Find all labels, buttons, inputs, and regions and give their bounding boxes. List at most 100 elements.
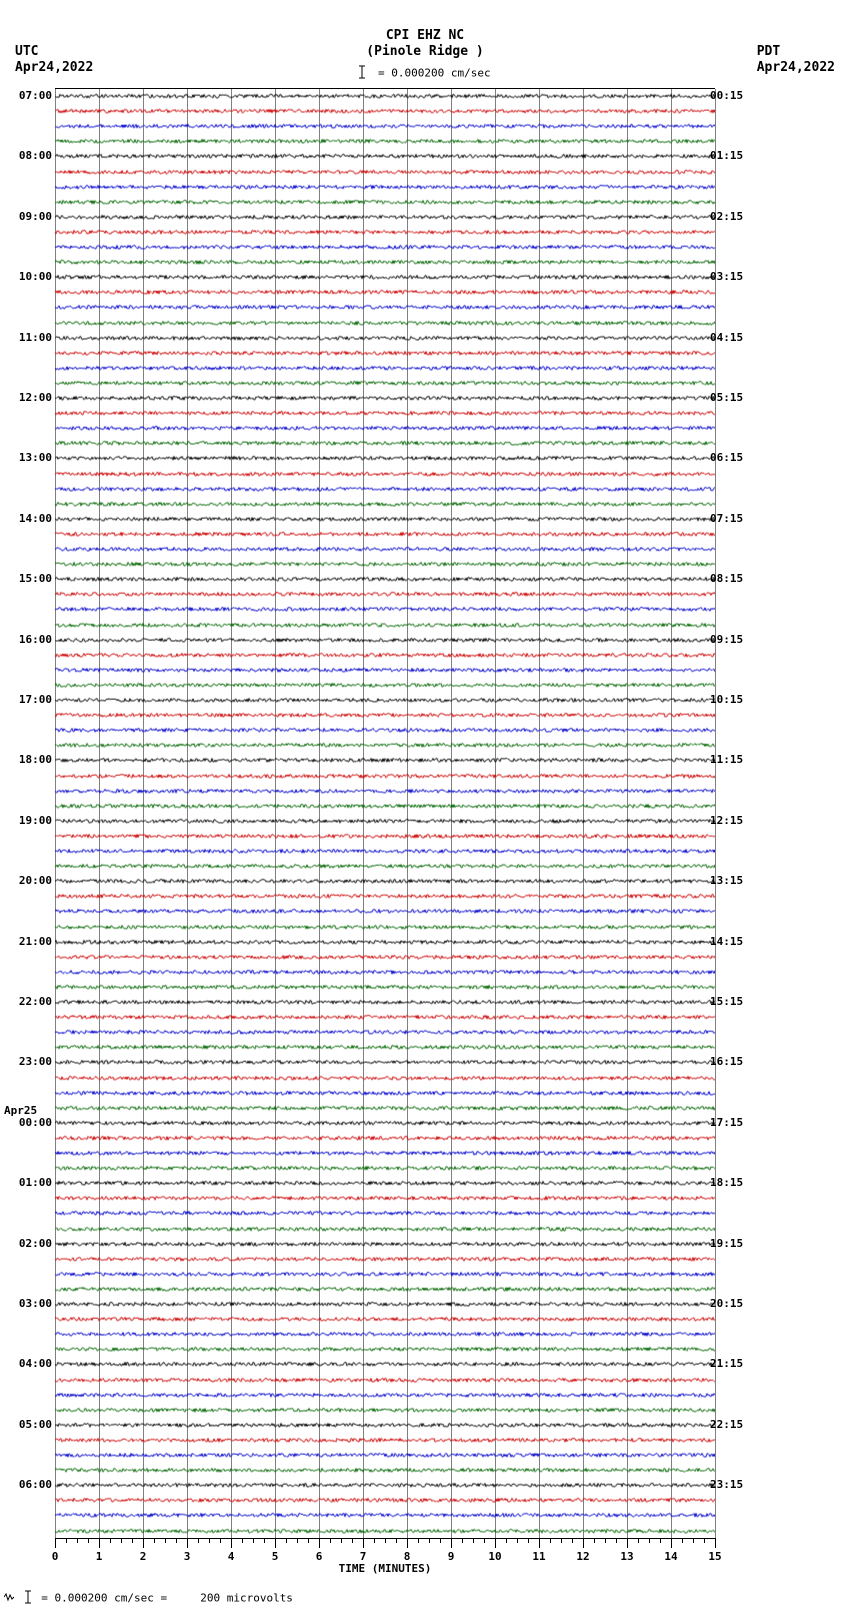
trace-canvas (55, 149, 715, 164)
trace-row (55, 995, 715, 1010)
left-time-label: 06:00 (4, 1479, 52, 1490)
trace-row (55, 391, 715, 406)
trace-canvas (55, 1463, 715, 1478)
x-tick-major (583, 1538, 584, 1548)
trace-row (55, 1055, 715, 1070)
trace-row (55, 225, 715, 240)
trace-row (55, 1267, 715, 1282)
trace-canvas (55, 1342, 715, 1357)
trace-row (55, 557, 715, 572)
trace-canvas (55, 270, 715, 285)
trace-row (55, 497, 715, 512)
trace-row (55, 1206, 715, 1221)
trace-row (55, 527, 715, 542)
x-tick-minor (418, 1538, 419, 1543)
trace-row (55, 602, 715, 617)
left-time-label: 22:00 (4, 996, 52, 1007)
trace-row (55, 89, 715, 104)
trace-canvas (55, 844, 715, 859)
right-time-label: 04:15 (710, 332, 760, 343)
trace-row (55, 965, 715, 980)
footer-wiggle-icon (4, 1592, 14, 1605)
trace-canvas (55, 1297, 715, 1312)
trace-canvas (55, 255, 715, 270)
x-tick-minor (242, 1538, 243, 1543)
trace-row (55, 859, 715, 874)
x-tick-label: 5 (272, 1550, 279, 1563)
left-time-label: 01:00 (4, 1177, 52, 1188)
trace-canvas (55, 889, 715, 904)
trace-row (55, 950, 715, 965)
trace-row (55, 1191, 715, 1206)
x-tick-label: 3 (184, 1550, 191, 1563)
trace-row (55, 784, 715, 799)
x-tick-minor (209, 1538, 210, 1543)
x-tick-major (99, 1538, 100, 1548)
trace-row (55, 482, 715, 497)
trace-canvas (55, 527, 715, 542)
left-time-label: 21:00 (4, 936, 52, 947)
trace-row (55, 240, 715, 255)
x-tick-major (363, 1538, 364, 1548)
trace-canvas (55, 784, 715, 799)
trace-canvas (55, 376, 715, 391)
trace-canvas (55, 708, 715, 723)
trace-row (55, 889, 715, 904)
left-time-label: 10:00 (4, 271, 52, 282)
right-time-label: 05:15 (710, 392, 760, 403)
x-tick-minor (682, 1538, 683, 1543)
trace-canvas (55, 799, 715, 814)
trace-canvas (55, 1176, 715, 1191)
trace-row (55, 935, 715, 950)
left-time-label: 16:00 (4, 634, 52, 645)
x-tick-minor (297, 1538, 298, 1543)
x-tick-minor (88, 1538, 89, 1543)
x-tick-minor (341, 1538, 342, 1543)
trace-row (55, 1071, 715, 1086)
trace-row (55, 1252, 715, 1267)
trace-canvas (55, 874, 715, 889)
trace-row (55, 1222, 715, 1237)
trace-row (55, 451, 715, 466)
x-axis-title: TIME (MINUTES) (55, 1562, 715, 1575)
x-tick-minor (572, 1538, 573, 1543)
trace-row (55, 467, 715, 482)
x-tick-minor (693, 1538, 694, 1543)
trace-row (55, 1403, 715, 1418)
x-tick-minor (77, 1538, 78, 1543)
x-tick-label: 13 (620, 1550, 633, 1563)
right-time-label: 02:15 (710, 211, 760, 222)
trace-canvas (55, 225, 715, 240)
right-time-label: 19:15 (710, 1238, 760, 1249)
trace-row (55, 1388, 715, 1403)
x-tick-minor (429, 1538, 430, 1543)
trace-canvas (55, 723, 715, 738)
trace-row (55, 980, 715, 995)
x-tick-minor (594, 1538, 595, 1543)
x-tick-major (231, 1538, 232, 1548)
trace-canvas (55, 1478, 715, 1493)
trace-canvas (55, 618, 715, 633)
trace-row (55, 119, 715, 134)
x-tick-label: 14 (664, 1550, 677, 1563)
x-tick-label: 9 (448, 1550, 455, 1563)
trace-canvas (55, 1327, 715, 1342)
trace-canvas (55, 753, 715, 768)
left-time-label: 18:00 (4, 754, 52, 765)
trace-row (55, 572, 715, 587)
trace-canvas (55, 104, 715, 119)
trace-canvas (55, 1040, 715, 1055)
scale-bar-icon (359, 65, 365, 82)
trace-canvas (55, 1388, 715, 1403)
trace-row (55, 587, 715, 602)
x-tick-minor (264, 1538, 265, 1543)
right-time-label: 06:15 (710, 452, 760, 463)
x-tick-minor (528, 1538, 529, 1543)
trace-row (55, 1101, 715, 1116)
x-tick-minor (462, 1538, 463, 1543)
trace-row (55, 134, 715, 149)
trace-canvas (55, 572, 715, 587)
trace-row (55, 1010, 715, 1025)
trace-canvas (55, 436, 715, 451)
station-id: CPI EHZ NC (0, 28, 850, 44)
